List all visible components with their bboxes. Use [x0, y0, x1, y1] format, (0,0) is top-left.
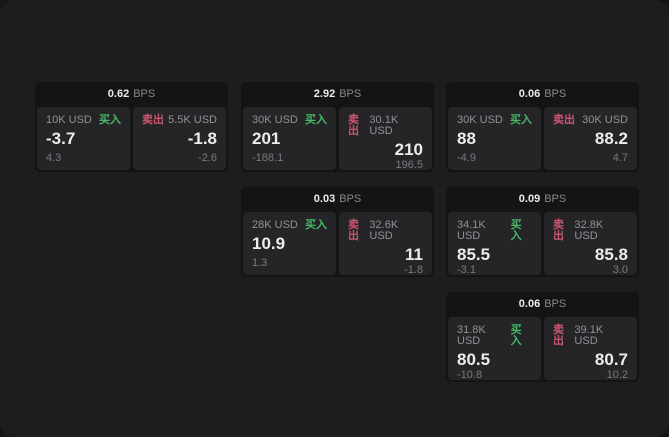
- buy-panel[interactable]: 30K USD 买入 88 -4.9: [448, 107, 541, 170]
- quote-card: 0.03 BPS 28K USD 买入 10.9 1.3 卖出 32.6K US…: [241, 187, 434, 277]
- bps-unit-label: BPS: [133, 88, 156, 100]
- buy-amount: 28K USD: [252, 219, 298, 231]
- buy-amount: 34.1K USD: [457, 219, 486, 242]
- buy-side-label: 买入: [510, 324, 522, 347]
- buy-side-label: 买入: [510, 114, 532, 126]
- sell-sub-value: 3.0: [612, 263, 628, 276]
- bps-unit-label: BPS: [544, 298, 567, 310]
- buy-amount: 10K USD: [46, 114, 92, 126]
- sell-sub-value: 4.7: [612, 152, 628, 164]
- buy-sub-value: -188.1: [252, 152, 284, 164]
- buy-price: 10.9: [252, 234, 286, 253]
- buy-amount: 30K USD: [457, 114, 503, 126]
- buy-price: 201: [252, 129, 281, 148]
- quote-card: 2.92 BPS 30K USD 买入 201 -188.1 卖出 30.1K …: [241, 82, 434, 172]
- sell-side-label: 卖出: [348, 114, 359, 137]
- bps-value: 2.92: [313, 88, 336, 100]
- card-header: 0.09 BPS: [448, 187, 637, 212]
- buy-panel[interactable]: 31.8K USD 买入 80.5 -10.8: [448, 317, 541, 380]
- buy-sub-value: -4.9: [457, 152, 476, 164]
- sell-sub-value: 196.5: [395, 158, 423, 171]
- buy-amount: 30K USD: [252, 114, 298, 126]
- buy-price: 80.5: [457, 350, 491, 369]
- sell-price: 210: [394, 140, 423, 159]
- buy-sub-value: 4.3: [46, 152, 62, 164]
- sell-sub-value: 10.2: [606, 368, 628, 381]
- sell-amount: 32.6K USD: [369, 219, 399, 242]
- buy-panel[interactable]: 10K USD 买入 -3.7 4.3: [37, 107, 130, 170]
- sell-price: 85.8: [594, 245, 628, 264]
- sell-price: -1.8: [187, 129, 217, 148]
- bps-unit-label: BPS: [544, 193, 567, 205]
- bps-unit-label: BPS: [339, 193, 362, 205]
- card-header: 0.03 BPS: [243, 187, 432, 212]
- buy-sub-value: -10.8: [457, 368, 483, 381]
- bps-value: 0.06: [518, 298, 541, 310]
- sell-price: 80.7: [594, 350, 628, 369]
- sell-side-label: 卖出: [553, 219, 564, 242]
- buy-side-label: 买入: [510, 219, 522, 242]
- sell-side-label: 卖出: [553, 114, 575, 126]
- quote-card: 0.09 BPS 34.1K USD 买入 85.5 -3.1 卖出 32.8K…: [446, 187, 639, 277]
- sell-panel[interactable]: 卖出 5.5K USD -1.8 -2.6: [133, 107, 226, 170]
- bps-unit-label: BPS: [544, 88, 567, 100]
- sell-side-label: 卖出: [553, 324, 564, 347]
- quote-card: 0.62 BPS 10K USD 买入 -3.7 4.3 卖出 5.5K USD…: [35, 82, 228, 172]
- sell-panel[interactable]: 卖出 32.8K USD 85.8 3.0: [544, 212, 637, 275]
- sell-panel[interactable]: 卖出 30K USD 88.2 4.7: [544, 107, 637, 170]
- sell-price: 11: [405, 245, 423, 264]
- card-header: 2.92 BPS: [243, 82, 432, 107]
- sell-sub-value: -1.8: [404, 263, 423, 276]
- buy-panel[interactable]: 34.1K USD 买入 85.5 -3.1: [448, 212, 541, 275]
- buy-sub-value: -3.1: [457, 263, 476, 276]
- sell-panel[interactable]: 卖出 39.1K USD 80.7 10.2: [544, 317, 637, 380]
- bps-value: 0.09: [518, 193, 541, 205]
- sell-side-label: 卖出: [348, 219, 359, 242]
- card-header: 0.06 BPS: [448, 82, 637, 107]
- quote-card: 0.06 BPS 31.8K USD 买入 80.5 -10.8 卖出 39.1…: [446, 292, 639, 382]
- buy-amount: 31.8K USD: [457, 324, 486, 347]
- buy-price: -3.7: [46, 129, 76, 148]
- buy-sub-value: 1.3: [252, 257, 268, 269]
- sell-amount: 30K USD: [582, 114, 628, 126]
- buy-price: 88: [457, 129, 476, 148]
- quote-card: 0.06 BPS 30K USD 买入 88 -4.9 卖出 30K USD 8…: [446, 82, 639, 172]
- sell-amount: 32.8K USD: [574, 219, 604, 242]
- buy-panel[interactable]: 28K USD 买入 10.9 1.3: [243, 212, 336, 275]
- sell-panel[interactable]: 卖出 30.1K USD 210 196.5: [339, 107, 432, 170]
- sell-amount: 39.1K USD: [574, 324, 604, 347]
- sell-sub-value: -2.6: [198, 152, 217, 164]
- sell-panel[interactable]: 卖出 32.6K USD 11 -1.8: [339, 212, 432, 275]
- bps-value: 0.03: [313, 193, 336, 205]
- sell-amount: 5.5K USD: [168, 114, 217, 126]
- buy-side-label: 买入: [305, 114, 327, 126]
- sell-side-label: 卖出: [142, 114, 164, 126]
- buy-price: 85.5: [457, 245, 491, 264]
- card-header: 0.06 BPS: [448, 292, 637, 317]
- buy-panel[interactable]: 30K USD 买入 201 -188.1: [243, 107, 336, 170]
- bps-value: 0.06: [518, 88, 541, 100]
- bps-value: 0.62: [107, 88, 130, 100]
- bps-unit-label: BPS: [339, 88, 362, 100]
- sell-amount: 30.1K USD: [369, 114, 399, 137]
- buy-side-label: 买入: [99, 114, 121, 126]
- card-header: 0.62 BPS: [37, 82, 226, 107]
- sell-price: 88.2: [594, 129, 628, 148]
- buy-side-label: 买入: [305, 219, 327, 231]
